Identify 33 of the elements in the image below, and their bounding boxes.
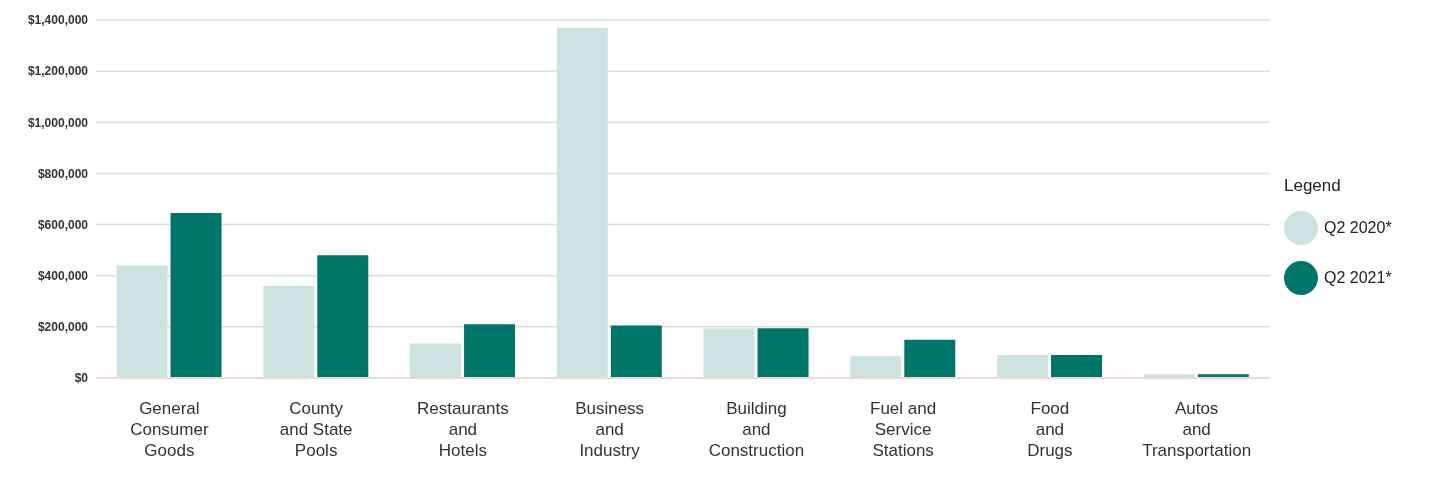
bar (410, 343, 462, 378)
bar (904, 339, 956, 378)
x-tick-label: Autos and Transportation (1142, 399, 1252, 460)
bar (757, 328, 809, 378)
legend-title: Legend (1284, 176, 1342, 196)
x-tick-label: General Consumer Goods (130, 399, 209, 460)
y-tick-label: $400,000 (37, 268, 89, 283)
y-tick-label: $1,200,000 (27, 64, 89, 79)
bar (1051, 354, 1103, 378)
x-tick-label: County and State Pools (279, 399, 353, 460)
x-tick-label: Food and Drugs (1027, 399, 1073, 460)
legend-label: Q2 2020* (1324, 219, 1392, 237)
bar (263, 285, 315, 378)
bar (610, 325, 662, 378)
bar (997, 354, 1049, 378)
x-tick-label: Restaurants and Hotels (417, 399, 509, 460)
y-tick-label: $1,400,000 (27, 13, 89, 28)
bar (850, 356, 902, 378)
y-tick-label: $600,000 (37, 217, 89, 232)
x-tick-label: Business and Industry (575, 399, 645, 460)
y-tick-label: $1,000,000 (27, 115, 89, 130)
x-tick-label: Fuel and Service Stations (870, 399, 937, 460)
bar (116, 265, 168, 378)
bar (464, 324, 516, 378)
y-tick-label: $0 (74, 371, 89, 386)
x-tick-label: Building and Construction (708, 399, 805, 460)
bar (317, 255, 369, 378)
bar (703, 328, 755, 378)
legend-label: Q2 2021* (1324, 269, 1392, 287)
bar (170, 213, 222, 378)
y-tick-label: $200,000 (37, 320, 89, 335)
bar (556, 27, 608, 378)
y-tick-label: $800,000 (37, 166, 89, 181)
